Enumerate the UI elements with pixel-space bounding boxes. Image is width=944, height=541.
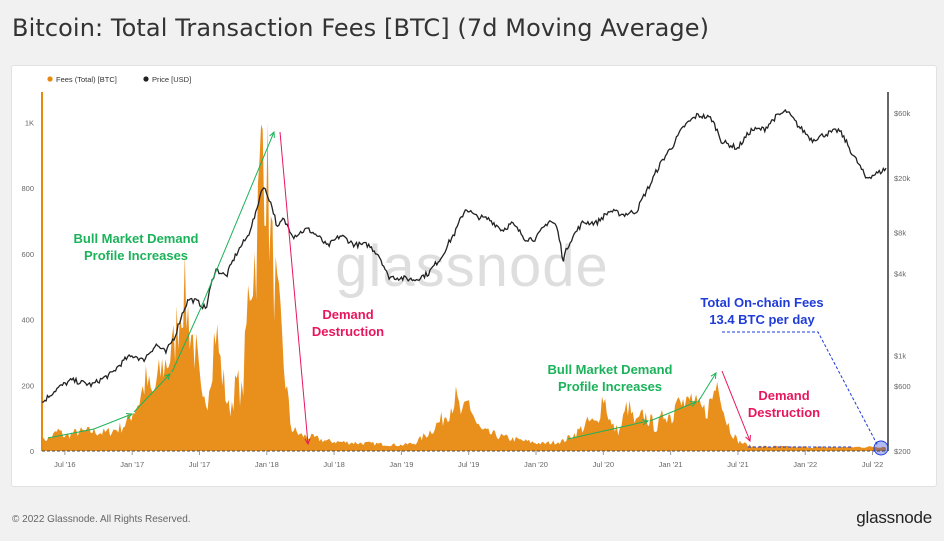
fees-area-path: [42, 122, 886, 451]
right-tick-label: $60k: [894, 109, 911, 118]
x-tick-label: Jul '19: [458, 460, 479, 469]
fees-chart: Fees (Total) [BTC] Price [USD] glassnode …: [21, 75, 911, 469]
arrow-bull-2b: [649, 401, 697, 422]
fees-series: [42, 122, 886, 451]
x-tick-label: Jul '18: [323, 460, 344, 469]
arrow-demand-2-head: [745, 434, 751, 443]
arrow-bull-1a-head: [125, 413, 134, 419]
annotation-fees-line-0: Total On-chain Fees: [700, 295, 823, 310]
annotation-bull-2-line-0: Bull Market Demand: [548, 362, 673, 377]
watermark: glassnode: [335, 234, 608, 299]
price-line-path: [41, 108, 887, 403]
annotation-demand-2-line-1: Destruction: [748, 405, 820, 420]
price-series: [41, 108, 887, 403]
x-tick-label: Jul '21: [727, 460, 748, 469]
x-tick-label: Jan '18: [255, 460, 279, 469]
x-tick-label: Jan '17: [120, 460, 144, 469]
right-tick-label: $600: [894, 382, 911, 391]
page-title: Bitcoin: Total Transaction Fees [BTC] (7…: [12, 14, 710, 42]
left-axis: 0 200 400 600 800 1K: [21, 92, 43, 456]
right-tick-label: $20k: [894, 174, 911, 183]
arrow-demand-1-head: [304, 438, 311, 446]
brand-logo-text: glassnode: [856, 508, 932, 527]
x-tick-label: Jan '21: [659, 460, 683, 469]
x-tick-label: Jan '20: [524, 460, 548, 469]
arrow-bull-1a: [47, 413, 133, 439]
left-tick-label: 0: [30, 447, 34, 456]
annotations: Bull Market Demand Profile Increases Deman…: [47, 130, 889, 456]
x-tick-label: Jan '19: [389, 460, 413, 469]
annotation-bull-1-line-1: Profile Increases: [84, 248, 188, 263]
right-tick-label: $200: [894, 447, 911, 456]
annotation-demand-1-line-0: Demand: [322, 307, 373, 322]
fees-callout-line: [722, 331, 879, 447]
arrow-demand-1: [279, 131, 309, 445]
arrow-bull-2a-head: [642, 419, 650, 426]
right-tick-label: $1k: [894, 352, 906, 361]
annotation-bull-2-line-1: Profile Increases: [558, 379, 662, 394]
arrow-bull-1c-head: [269, 130, 275, 139]
legend-label-0: Fees (Total) [BTC]: [56, 75, 117, 84]
left-tick-label: 200: [21, 381, 34, 390]
annotation-fees-line-1: 13.4 BTC per day: [709, 312, 815, 327]
annotation-demand-1-line-1: Destruction: [312, 324, 384, 339]
arrow-bull-2c: [697, 372, 717, 403]
left-tick-label: 800: [21, 184, 34, 193]
x-tick-label: Jul '20: [593, 460, 614, 469]
arrow-bull-1c: [171, 131, 275, 373]
arrow-demand-2: [721, 370, 751, 442]
annotation-demand-2-line-0: Demand: [758, 388, 809, 403]
x-tick-label: Jul '16: [54, 460, 75, 469]
chart-legend: Fees (Total) [BTC] Price [USD]: [47, 75, 191, 84]
annotation-bull-1-line-0: Bull Market Demand: [74, 231, 199, 246]
arrow-bull-1b-head: [164, 373, 171, 380]
arrow-bull-2b-head: [689, 401, 698, 407]
copyright-text: © 2022 Glassnode. All Rights Reserved.: [12, 514, 191, 525]
legend-swatch-1: [143, 76, 149, 82]
x-tick-label: Jul '22: [862, 460, 883, 469]
legend-label-1: Price [USD]: [152, 75, 191, 84]
x-tick-label: Jul '17: [189, 460, 210, 469]
left-tick-label: 600: [21, 250, 34, 259]
arrow-bull-2a: [567, 420, 649, 440]
chart-panel: Fees (Total) [BTC] Price [USD] glassnode …: [11, 65, 937, 487]
arrow-bull-2c-head: [710, 372, 717, 380]
x-tick-label: Jan '22: [793, 460, 817, 469]
left-tick-label: 1K: [25, 118, 34, 127]
right-tick-label: $4k: [894, 270, 906, 279]
fees-callout-marker: [873, 440, 889, 456]
left-tick-label: 400: [21, 316, 34, 325]
legend-swatch-0: [47, 76, 53, 82]
arrow-bull-1b: [133, 373, 171, 413]
right-axis: $200 $600 $1k $4k $8k $20k $60k: [887, 92, 911, 456]
right-tick-label: $8k: [894, 228, 906, 237]
x-axis: Jul '16 Jan '17 Jul '17 Jan '18 Jul '18 Jan '…: [42, 450, 886, 469]
